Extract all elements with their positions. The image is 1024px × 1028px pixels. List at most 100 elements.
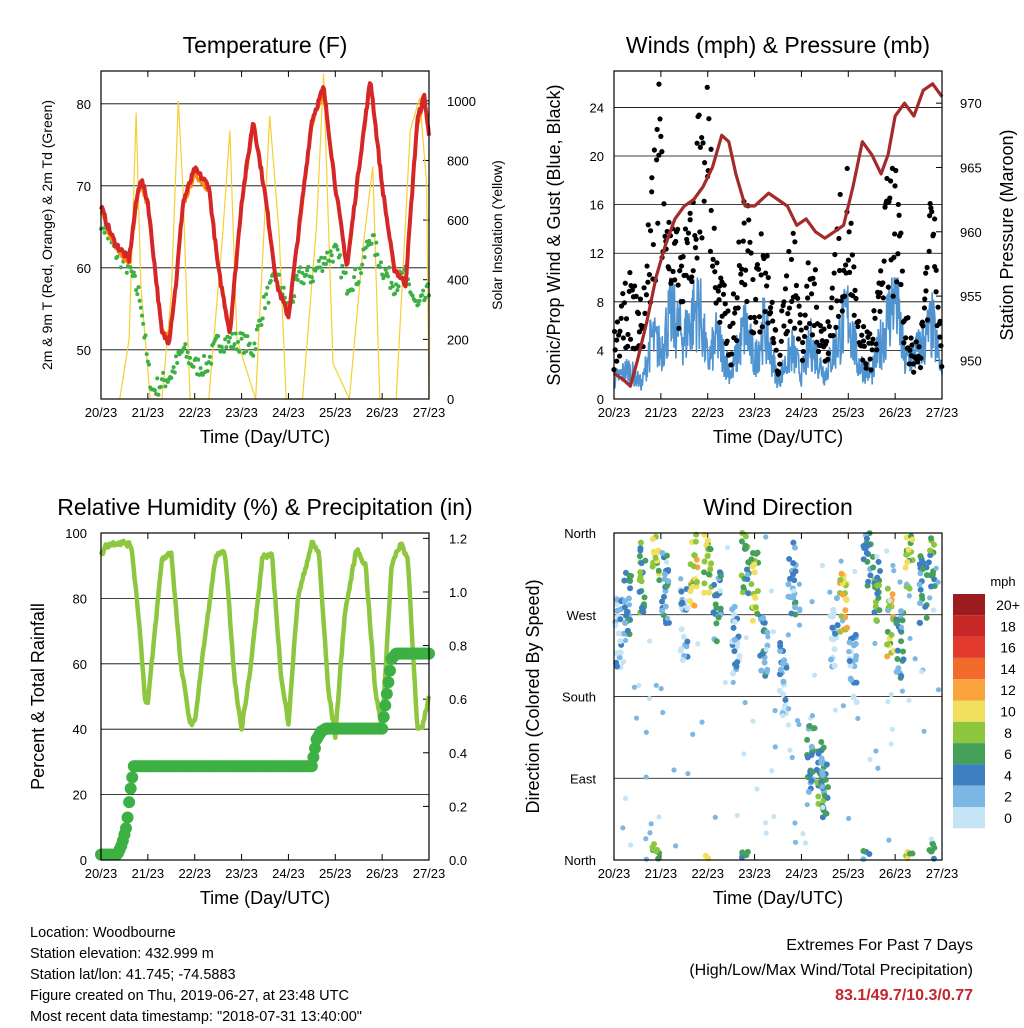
y-tick-label: West	[567, 608, 597, 623]
series-direction-point	[752, 594, 759, 601]
series-direction-point	[699, 719, 705, 725]
series-dewpoint-point	[309, 275, 314, 280]
series-direction-point	[637, 547, 644, 554]
x-tick-label: 23/23	[225, 405, 258, 420]
series-dewpoint-point	[383, 267, 388, 272]
series-direction-point	[763, 534, 769, 540]
series-gust-point	[742, 282, 748, 288]
series-direction-point	[875, 558, 882, 565]
series-direction-point	[927, 547, 934, 554]
series-dewpoint-point	[395, 288, 400, 293]
series-gust-point	[920, 323, 926, 329]
series-direction-point	[829, 613, 836, 620]
series-gust-point	[747, 314, 754, 321]
series-gust-point	[782, 286, 789, 292]
legend-label: 18	[1000, 618, 1016, 634]
y-tick-label: 4	[597, 343, 604, 358]
series-direction-point	[659, 549, 666, 556]
series-direction-point	[809, 713, 816, 719]
series-dewpoint-point	[144, 352, 149, 357]
series-direction-point	[656, 577, 663, 584]
series-direction-point	[691, 602, 698, 609]
series-direction-point	[617, 638, 624, 645]
series-gust-point	[913, 339, 919, 345]
series-gust-point	[825, 319, 831, 325]
series-gust-point	[635, 310, 642, 317]
series-dewpoint-point	[393, 291, 398, 296]
series-dewpoint-point	[266, 300, 271, 305]
series-dewpoint-point	[236, 339, 241, 344]
plot-frame	[613, 70, 943, 400]
series-direction-point	[637, 569, 644, 576]
y2-tick-label: 0.4	[449, 746, 467, 761]
legend-swatch	[953, 743, 985, 765]
series-direction-point	[811, 672, 818, 678]
x-tick-label: 20/23	[598, 866, 631, 881]
series-gust-point	[830, 333, 836, 339]
series-dewpoint-point	[202, 354, 207, 359]
series-gust-point	[716, 297, 722, 303]
series-direction-point	[748, 581, 755, 588]
series-dewpoint-point	[410, 293, 415, 298]
series-gust-point	[793, 282, 800, 289]
legend-label: 14	[1000, 661, 1016, 677]
series-gust-point	[877, 290, 883, 296]
series-direction-point	[884, 585, 891, 592]
series-gust-point	[730, 320, 736, 326]
series-gust-point	[895, 251, 901, 257]
series-direction-point	[824, 784, 831, 791]
series-gust-point	[914, 359, 921, 365]
series-gust-point	[795, 336, 802, 342]
series-gust-point	[806, 320, 813, 327]
series-direction-point	[622, 795, 629, 802]
y-tick-label: 12	[590, 246, 604, 261]
series-direction-point	[794, 717, 801, 724]
series-gust-point	[916, 344, 922, 350]
y2-tick-label: 0.6	[449, 692, 467, 707]
series-gust-point	[891, 254, 897, 260]
series-gust-point	[831, 270, 837, 276]
x-tick-label: 20/23	[598, 405, 631, 420]
series-direction-point	[742, 699, 748, 706]
series-direction-point	[889, 591, 896, 598]
series-gust-point	[753, 319, 759, 325]
series-gust-point	[860, 338, 867, 344]
x-tick-label: 27/23	[926, 866, 959, 881]
series-gust-point	[772, 327, 779, 333]
series-dewpoint-point	[191, 364, 196, 369]
series-gust-point	[937, 334, 943, 340]
chart-title: Relative Humidity (%) & Precipitation (i…	[57, 494, 472, 520]
series-direction-point	[928, 836, 934, 842]
series-gust-point	[829, 285, 835, 291]
series-gust-point	[657, 116, 663, 122]
series-gust-point	[923, 270, 929, 276]
series-gust-point	[903, 335, 909, 341]
series-gust-point	[676, 325, 682, 331]
series-direction-point	[742, 542, 749, 549]
series-direction-point	[613, 659, 620, 666]
series-gust-point	[922, 296, 928, 302]
series-gust-point	[740, 238, 746, 244]
series-direction-point	[786, 575, 793, 582]
series-direction-point	[903, 534, 910, 541]
series-gust-point	[666, 266, 672, 272]
series-pressure-line	[613, 82, 944, 388]
series-direction-point	[917, 553, 924, 560]
series-gust-point	[773, 347, 779, 353]
series-gust-point	[921, 305, 928, 311]
legend-swatch	[953, 615, 985, 637]
series-direction-point	[919, 566, 926, 573]
series-gust-point	[646, 272, 653, 278]
series-dewpoint-point	[377, 265, 382, 270]
chart-rh: Relative Humidity (%) & Precipitation (i…	[28, 494, 473, 908]
series-gust-point	[825, 356, 831, 362]
series-direction-point	[819, 784, 825, 790]
series-gust-point	[804, 295, 811, 301]
legend-swatch	[953, 679, 985, 701]
series-dewpoint-point	[295, 277, 300, 282]
series-gust-point	[828, 305, 834, 311]
series-direction-point	[743, 852, 750, 859]
series-gust-point	[826, 323, 832, 330]
series-gust-point	[764, 283, 770, 289]
y-tick-label: 60	[77, 261, 91, 276]
